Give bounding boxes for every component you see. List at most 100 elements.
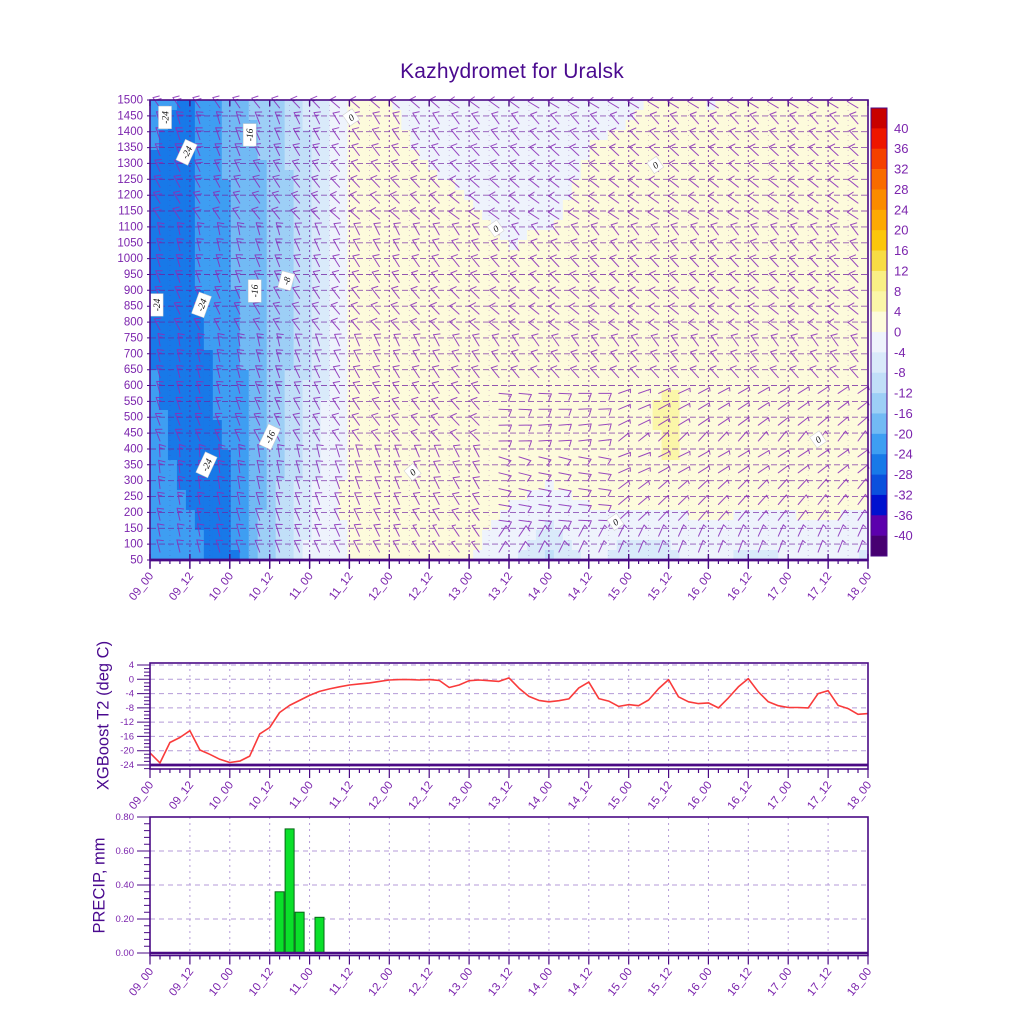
svg-text:15_12: 15_12 — [646, 966, 675, 999]
svg-text:32: 32 — [894, 162, 908, 177]
colorbar-band — [871, 535, 887, 557]
svg-text:0.40: 0.40 — [116, 880, 135, 891]
svg-text:1450: 1450 — [117, 110, 143, 122]
svg-text:13_12: 13_12 — [486, 966, 515, 999]
svg-text:-8: -8 — [282, 276, 294, 286]
svg-text:12: 12 — [894, 263, 908, 278]
svg-text:0: 0 — [651, 161, 661, 172]
svg-text:250: 250 — [124, 491, 143, 503]
colorbar-band — [871, 454, 887, 475]
svg-text:15_00: 15_00 — [606, 779, 635, 812]
svg-text:450: 450 — [124, 428, 143, 440]
svg-text:-4: -4 — [126, 689, 134, 700]
svg-text:0: 0 — [492, 224, 502, 235]
svg-text:13_12: 13_12 — [486, 779, 515, 812]
svg-text:11_00: 11_00 — [287, 779, 316, 811]
svg-text:850: 850 — [124, 301, 143, 313]
svg-text:-16: -16 — [251, 284, 261, 297]
svg-text:12_00: 12_00 — [367, 966, 396, 999]
precip-bar — [284, 828, 295, 954]
svg-text:10_00: 10_00 — [207, 570, 236, 603]
colorbar-band — [871, 352, 887, 374]
svg-text:800: 800 — [124, 317, 143, 329]
svg-text:16_12: 16_12 — [726, 570, 755, 603]
svg-text:-40: -40 — [894, 528, 913, 543]
svg-text:12_12: 12_12 — [406, 570, 435, 603]
svg-text:50: 50 — [130, 555, 143, 567]
colorbar-band — [871, 311, 887, 333]
svg-text:15_12: 15_12 — [646, 779, 675, 812]
precip-time-labels: 09_00 09_12 10_00 10_12 11_00 11_12 12_00 12_12… — [127, 955, 874, 999]
cross-section-grid — [149, 100, 869, 568]
colorbar-band — [871, 108, 887, 129]
svg-text:14_12: 14_12 — [566, 779, 595, 812]
colorbar-band — [871, 332, 887, 353]
svg-text:13_12: 13_12 — [486, 570, 515, 603]
svg-text:13_00: 13_00 — [446, 779, 475, 812]
colorbar-band — [871, 393, 887, 414]
contour-label: -24 — [158, 105, 172, 129]
svg-text:12_00: 12_00 — [367, 570, 396, 603]
svg-text:1300: 1300 — [117, 158, 143, 170]
precip-bar — [274, 891, 285, 954]
contour-label: -24 — [175, 139, 198, 166]
svg-text:-16: -16 — [264, 429, 279, 445]
svg-text:20: 20 — [894, 223, 908, 238]
t2-line — [149, 677, 869, 764]
contour-label: -24 — [191, 291, 212, 319]
svg-text:950: 950 — [124, 269, 143, 281]
svg-text:350: 350 — [124, 459, 143, 471]
svg-text:-16: -16 — [894, 406, 913, 421]
colorbar-band — [871, 494, 887, 516]
t2-axis: 4 0 -4 -8 -12 -16 -20 -24 — [120, 660, 868, 771]
svg-text:1500: 1500 — [117, 95, 143, 107]
svg-text:17_00: 17_00 — [765, 966, 794, 999]
contour-label: -16 — [258, 423, 281, 451]
precip-bar — [314, 916, 325, 954]
svg-text:09_00: 09_00 — [127, 570, 156, 603]
colorbar-band — [871, 128, 887, 150]
svg-text:16_12: 16_12 — [726, 779, 755, 812]
svg-text:11_00: 11_00 — [287, 570, 316, 602]
svg-text:-12: -12 — [120, 717, 134, 728]
svg-text:-24: -24 — [201, 457, 216, 473]
svg-text:11_12: 11_12 — [327, 570, 356, 602]
colorbar-band — [871, 250, 887, 272]
contour-labels: -24 -24 -16 -16 -8 -24 -24 -16 -24 0 0 0 0 0 0 — [149, 105, 827, 531]
svg-text:18_00: 18_00 — [845, 779, 874, 812]
svg-text:10_00: 10_00 — [207, 966, 236, 999]
svg-text:12_12: 12_12 — [406, 779, 435, 812]
colorbar-band — [871, 148, 887, 170]
svg-text:0: 0 — [814, 435, 824, 446]
svg-text:1200: 1200 — [117, 190, 143, 202]
svg-text:09_12: 09_12 — [167, 779, 196, 812]
svg-text:-16: -16 — [246, 128, 256, 141]
svg-text:17_12: 17_12 — [805, 779, 834, 812]
svg-text:14_00: 14_00 — [526, 966, 555, 999]
svg-text:1250: 1250 — [117, 174, 143, 186]
colorbar — [870, 107, 888, 557]
svg-text:0.00: 0.00 — [116, 948, 135, 959]
svg-text:-12: -12 — [894, 386, 913, 401]
svg-text:13_00: 13_00 — [446, 966, 475, 999]
svg-text:-32: -32 — [894, 487, 913, 502]
svg-text:12_00: 12_00 — [367, 779, 396, 812]
svg-text:14_12: 14_12 — [566, 966, 595, 999]
svg-text:-24: -24 — [162, 111, 172, 124]
precip-grid — [150, 816, 868, 956]
svg-text:8: 8 — [894, 284, 901, 299]
svg-text:700: 700 — [124, 348, 143, 360]
svg-text:-16: -16 — [120, 731, 134, 742]
svg-text:150: 150 — [124, 523, 143, 535]
svg-text:16_00: 16_00 — [686, 779, 715, 812]
contour-label: -16 — [247, 279, 262, 303]
svg-text:40: 40 — [894, 121, 908, 136]
svg-text:-24: -24 — [153, 298, 163, 311]
contour-label: 0 — [646, 156, 665, 174]
colorbar-band — [871, 230, 887, 251]
svg-text:09_00: 09_00 — [127, 966, 156, 999]
svg-text:17_00: 17_00 — [765, 779, 794, 812]
contour-label: -16 — [242, 123, 257, 147]
colorbar-band — [871, 474, 887, 496]
svg-text:11_12: 11_12 — [327, 779, 356, 811]
